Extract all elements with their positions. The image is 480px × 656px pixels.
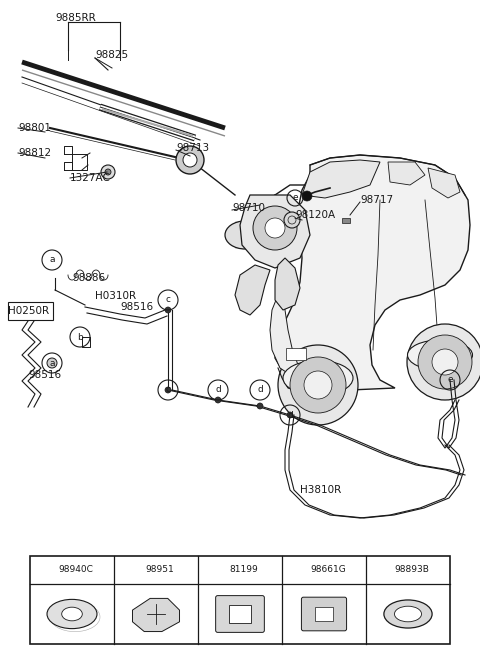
Circle shape: [304, 371, 332, 399]
Text: H3810R: H3810R: [300, 485, 341, 495]
Bar: [229, 605, 251, 623]
Text: 98940C: 98940C: [59, 565, 94, 575]
Polygon shape: [240, 195, 310, 268]
Bar: [342, 218, 350, 223]
Circle shape: [278, 345, 358, 425]
Polygon shape: [270, 290, 308, 378]
Circle shape: [265, 218, 285, 238]
Circle shape: [290, 357, 346, 413]
Text: b: b: [126, 565, 132, 575]
Circle shape: [165, 387, 171, 393]
Text: e: e: [292, 194, 298, 203]
Polygon shape: [235, 265, 270, 315]
Text: 98951: 98951: [146, 565, 175, 575]
Text: 98120A: 98120A: [295, 210, 335, 220]
Text: e: e: [447, 375, 453, 384]
Bar: [315, 607, 333, 621]
Text: 1327AC: 1327AC: [70, 173, 111, 183]
Text: c: c: [166, 295, 170, 304]
Text: 98801: 98801: [18, 123, 51, 133]
FancyBboxPatch shape: [216, 596, 264, 632]
Circle shape: [47, 358, 57, 368]
FancyBboxPatch shape: [301, 597, 347, 631]
Text: 98717: 98717: [360, 195, 393, 205]
Circle shape: [418, 335, 472, 389]
Text: d: d: [287, 411, 293, 419]
Text: 98516: 98516: [120, 302, 153, 312]
Text: 98713: 98713: [176, 143, 209, 153]
Ellipse shape: [225, 221, 265, 249]
Circle shape: [183, 153, 197, 167]
Polygon shape: [132, 598, 180, 632]
Ellipse shape: [62, 607, 82, 621]
Ellipse shape: [384, 600, 432, 628]
Ellipse shape: [395, 606, 421, 622]
Text: a: a: [49, 358, 55, 367]
Polygon shape: [428, 168, 460, 198]
Ellipse shape: [47, 600, 97, 628]
Text: c: c: [166, 386, 170, 394]
Text: d: d: [294, 565, 300, 575]
Text: 9885RR: 9885RR: [55, 13, 96, 23]
Text: 81199: 81199: [230, 565, 259, 575]
Text: c: c: [211, 565, 216, 575]
Ellipse shape: [408, 340, 472, 370]
Circle shape: [176, 146, 204, 174]
Circle shape: [302, 191, 312, 201]
Polygon shape: [275, 258, 300, 310]
Text: H0310R: H0310R: [95, 291, 136, 301]
Bar: [30, 556, 450, 644]
Bar: [8, 302, 53, 320]
Ellipse shape: [275, 221, 295, 249]
Circle shape: [105, 169, 111, 175]
Text: d: d: [257, 386, 263, 394]
Bar: [235, 221, 285, 249]
Circle shape: [101, 165, 115, 179]
Text: 98812: 98812: [18, 148, 51, 158]
Text: 98825: 98825: [95, 50, 128, 60]
Circle shape: [407, 324, 480, 400]
Circle shape: [165, 307, 171, 313]
Circle shape: [215, 397, 221, 403]
Ellipse shape: [283, 361, 353, 396]
Text: H0250R: H0250R: [8, 306, 49, 316]
Text: d: d: [215, 386, 221, 394]
Text: a: a: [43, 565, 48, 575]
Text: 98661G: 98661G: [311, 565, 346, 575]
Circle shape: [257, 403, 263, 409]
Circle shape: [287, 412, 293, 418]
Text: 98516: 98516: [28, 370, 61, 380]
Text: 98710: 98710: [232, 203, 265, 213]
Polygon shape: [388, 162, 425, 185]
Text: e: e: [379, 565, 384, 575]
Polygon shape: [275, 155, 470, 390]
Text: 98893B: 98893B: [395, 565, 430, 575]
Circle shape: [284, 212, 300, 228]
Text: b: b: [77, 333, 83, 342]
Bar: [286, 348, 306, 360]
Circle shape: [432, 349, 458, 375]
Text: 98886: 98886: [72, 273, 105, 283]
Circle shape: [253, 206, 297, 250]
Text: a: a: [49, 255, 55, 264]
Polygon shape: [302, 160, 380, 198]
